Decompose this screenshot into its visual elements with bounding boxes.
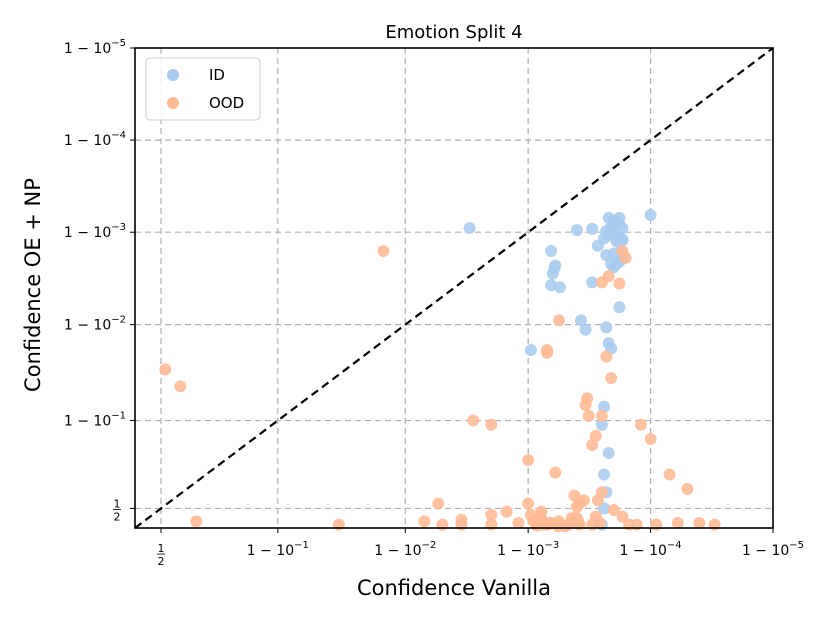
legend-id-label: ID [209,66,225,84]
ood-point [565,512,578,525]
id-point [524,344,537,357]
legend: ID OOD [145,57,261,121]
ood-point [174,380,187,393]
y-tick-label: 1 − 10−5 [64,38,126,57]
ood-point [681,482,694,495]
ood-point [455,518,468,531]
data-points [159,208,721,533]
ood-point [693,516,706,529]
id-point [602,446,615,459]
ood-point [582,409,595,422]
id-point [586,222,599,235]
id-point [575,314,588,327]
ood-point [541,346,554,359]
ood-point [159,363,172,376]
plot-frame [134,47,774,529]
ood-point [581,392,594,405]
id-point [595,418,608,431]
id-point [545,245,558,258]
ood-point [605,372,618,385]
ood-point [600,350,613,363]
ood-point [485,418,498,431]
ood-point [485,508,498,521]
ood-point [595,486,608,499]
x-tick-label: 1 − 10−5 [742,540,804,559]
ood-point [644,433,657,446]
ood-point [377,245,390,258]
id-point [613,301,626,314]
ood-point [650,518,663,531]
ood-point [634,418,647,431]
id-point [586,276,599,289]
ood-point [671,516,684,529]
id-point [553,281,566,294]
id-point [600,249,613,262]
ood-point [530,519,543,532]
ood-point [332,518,345,531]
y-axis-label: Confidence OE + NP [21,178,45,392]
y-tick-label: 1 − 10−4 [64,130,126,149]
x-tick-label: 1 − 10−2 [374,540,436,559]
y-tick-label: 1 − 10−1 [64,411,126,430]
id-point [579,323,592,336]
x-tick-label: 1 − 10−3 [497,540,559,559]
legend-ood-label: OOD [209,94,244,112]
ood-point [607,504,620,517]
id-point [591,239,604,252]
id-point [644,208,657,221]
ood-point [595,276,608,289]
ood-point [708,518,721,531]
id-point [570,224,583,237]
ood-point [522,497,535,510]
ticks: 1 2 1 − 10−1 1 − 10−2 1 − 10−3 1 − 10−4 1 − 10… [64,38,804,568]
ood-point [589,429,602,442]
ood-point [613,277,626,290]
x-axis-label: Confidence Vanilla [357,576,551,600]
y-tick-label: 1 − 10−3 [64,222,126,241]
ood-point [586,439,599,452]
ood-point [595,409,608,422]
ood-point [512,516,525,529]
id-point [605,257,618,270]
chart-title: Emotion Split 4 [385,22,522,43]
legend-ood-marker [167,97,179,109]
ood-point [616,510,629,523]
id-point [600,321,613,334]
ood-point [553,314,566,327]
ood-point [432,497,445,510]
x-tick-label: 1 − 10−4 [620,540,682,559]
ood-point [500,505,513,518]
y-tick-label: 1 − 10−2 [64,315,126,334]
ood-point [663,468,676,481]
ood-point [630,518,643,531]
ood-point [418,515,431,528]
id-point [616,233,629,246]
ood-point [467,414,480,427]
x-tick-label: 1 − 10−1 [247,540,309,559]
id-point [546,267,559,280]
ood-point [190,515,203,528]
grid [135,48,773,528]
id-point [598,400,611,413]
ood-point [619,251,632,264]
id-point [598,468,611,481]
ood-point [522,454,535,467]
ood-point [436,518,449,531]
legend-id-marker [167,69,179,81]
ood-point [549,466,562,479]
identity-diagonal [134,47,774,529]
ood-point [593,516,606,529]
id-point [463,221,476,234]
ood-point [570,500,583,513]
